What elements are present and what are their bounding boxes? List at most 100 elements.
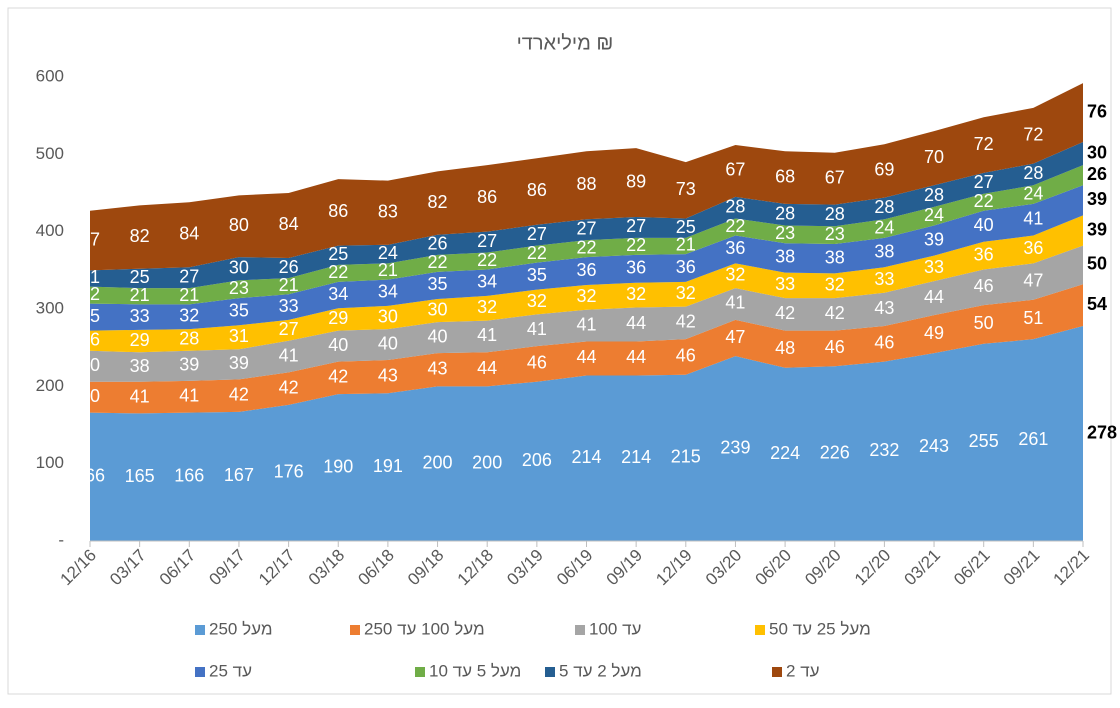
value-label: 27 [576, 218, 596, 238]
value-label: 261 [1018, 429, 1048, 449]
value-label: 41 [477, 325, 497, 345]
value-label: 47 [725, 327, 745, 347]
value-label: 80 [229, 215, 249, 235]
value-label: 34 [378, 282, 398, 302]
value-label: 48 [775, 338, 795, 358]
value-label: 27 [477, 231, 497, 251]
value-label: 40 [80, 355, 100, 375]
value-label: 38 [874, 241, 894, 261]
value-label: 39 [229, 353, 249, 373]
value-label: 34 [477, 271, 497, 291]
value-label: 82 [130, 226, 150, 246]
value-label: 191 [373, 456, 403, 476]
value-label: 39 [924, 229, 944, 249]
value-label: 36 [974, 244, 994, 264]
value-label: 27 [179, 266, 199, 286]
y-tick-label: 500 [36, 144, 64, 163]
value-label: 239 [720, 437, 750, 457]
value-label: 33 [775, 274, 795, 294]
value-label: 25 [676, 217, 696, 237]
value-label: 28 [1023, 163, 1043, 183]
value-label: 23 [825, 224, 845, 244]
value-label: 36 [1023, 238, 1043, 258]
value-label: 40 [80, 386, 100, 406]
value-label: 35 [229, 300, 249, 320]
value-label: 76 [1087, 101, 1107, 121]
y-tick-label: 300 [36, 298, 64, 317]
value-label: 44 [626, 313, 646, 333]
value-label: 22 [626, 235, 646, 255]
value-label: 28 [825, 204, 845, 224]
legend-swatch [575, 625, 585, 635]
value-label: 32 [477, 297, 497, 317]
value-label: 72 [974, 134, 994, 154]
value-label: 41 [279, 345, 299, 365]
value-label: 42 [328, 367, 348, 387]
value-label: 67 [725, 160, 745, 180]
value-label: 43 [378, 365, 398, 385]
value-label: 22 [527, 243, 547, 263]
legend-swatch [415, 667, 425, 677]
value-label: 46 [974, 276, 994, 296]
value-label: 38 [775, 247, 795, 267]
value-label: 42 [676, 312, 696, 332]
legend-label: מעל 2 עד 5 [559, 661, 642, 680]
value-label: 36 [725, 238, 745, 258]
area [90, 83, 1083, 271]
value-label: 200 [423, 452, 453, 472]
value-label: 50 [1087, 254, 1107, 274]
value-label: 30 [1087, 142, 1107, 162]
value-label: 36 [626, 258, 646, 278]
value-label: 25 [328, 244, 348, 264]
legend-label: מעל 250 [209, 619, 273, 638]
value-label: 33 [874, 269, 894, 289]
value-label: 28 [179, 329, 199, 349]
value-label: 255 [969, 431, 999, 451]
value-label: 41 [527, 319, 547, 339]
value-label: 39 [179, 355, 199, 375]
value-label: 21 [676, 235, 696, 255]
value-label: 46 [527, 353, 547, 373]
value-label: 41 [1023, 208, 1043, 228]
value-label: 33 [924, 257, 944, 277]
value-label: 278 [1087, 422, 1117, 442]
value-label: 26 [428, 234, 448, 254]
value-label: 36 [676, 257, 696, 277]
value-label: 47 [1023, 270, 1043, 290]
value-label: 86 [477, 187, 497, 207]
value-label: 21 [279, 275, 299, 295]
legend-label: עד 2 [786, 661, 820, 680]
value-label: 214 [571, 447, 601, 467]
area [90, 326, 1083, 541]
area [90, 141, 1083, 289]
value-label: 21 [179, 285, 199, 305]
value-label: 165 [125, 466, 155, 486]
area [90, 165, 1083, 305]
value-label: 176 [274, 462, 304, 482]
value-label: 28 [874, 197, 894, 217]
value-label: 27 [626, 216, 646, 236]
legend-label: מעל 25 עד 50 [769, 619, 871, 638]
value-label: 24 [874, 217, 894, 237]
value-label: 190 [323, 456, 353, 476]
value-label: 50 [974, 313, 994, 333]
value-label: 33 [279, 296, 299, 316]
value-label: 84 [279, 214, 299, 234]
value-label: 224 [770, 443, 800, 463]
legend-label: עד 100 [589, 619, 642, 638]
value-label: 28 [725, 196, 745, 216]
value-label: 29 [328, 308, 348, 328]
value-label: 42 [279, 377, 299, 397]
value-label: 31 [229, 326, 249, 346]
value-label: 67 [825, 167, 845, 187]
area [90, 245, 1083, 382]
value-label: 27 [974, 172, 994, 192]
value-label: 86 [328, 201, 348, 221]
value-label: 35 [80, 306, 100, 326]
value-label: 54 [1087, 294, 1107, 314]
value-label: 33 [130, 306, 150, 326]
value-label: 30 [229, 258, 249, 278]
value-label: 35 [428, 274, 448, 294]
value-label: 25 [130, 267, 150, 287]
value-label: 40 [428, 326, 448, 346]
